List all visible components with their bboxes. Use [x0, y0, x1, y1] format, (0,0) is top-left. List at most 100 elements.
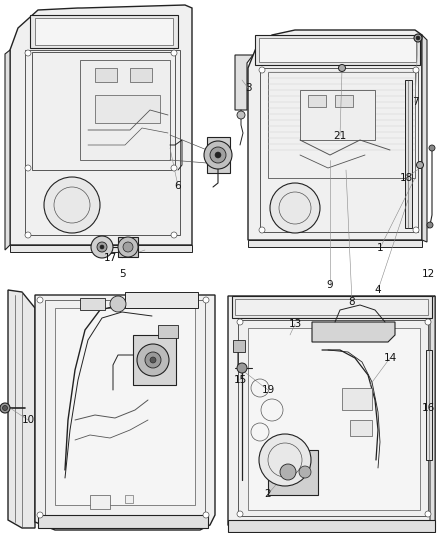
Circle shape: [259, 67, 265, 73]
Circle shape: [37, 297, 43, 303]
Circle shape: [25, 232, 31, 238]
Polygon shape: [133, 335, 176, 385]
Circle shape: [425, 319, 431, 325]
Polygon shape: [158, 325, 178, 338]
Text: 8: 8: [349, 297, 355, 307]
Circle shape: [429, 145, 435, 151]
Polygon shape: [30, 15, 178, 48]
Text: 4: 4: [374, 285, 381, 295]
Circle shape: [204, 141, 232, 169]
Text: 18: 18: [399, 173, 413, 183]
Circle shape: [137, 344, 169, 376]
Circle shape: [150, 357, 156, 363]
Text: 15: 15: [233, 375, 247, 385]
Circle shape: [237, 111, 245, 119]
Polygon shape: [55, 308, 195, 505]
Text: 1: 1: [377, 243, 383, 253]
Text: 19: 19: [261, 385, 275, 395]
Polygon shape: [5, 50, 10, 250]
Text: 2: 2: [265, 489, 271, 499]
Polygon shape: [235, 55, 253, 110]
Polygon shape: [228, 520, 435, 532]
Bar: [95, 95, 160, 123]
Circle shape: [417, 161, 424, 168]
Text: 17: 17: [103, 253, 117, 263]
Circle shape: [44, 177, 100, 233]
Text: 6: 6: [175, 181, 181, 191]
Polygon shape: [259, 38, 416, 62]
Circle shape: [259, 227, 265, 233]
Circle shape: [416, 36, 420, 40]
Circle shape: [203, 297, 209, 303]
Polygon shape: [232, 296, 432, 318]
Text: 5: 5: [119, 269, 125, 279]
Circle shape: [259, 434, 311, 486]
Text: 7: 7: [412, 97, 418, 107]
Bar: [125, 495, 133, 503]
Circle shape: [110, 296, 126, 312]
Circle shape: [414, 34, 422, 42]
Circle shape: [91, 236, 113, 258]
Text: 14: 14: [383, 353, 397, 363]
Polygon shape: [38, 515, 208, 528]
Circle shape: [100, 245, 104, 249]
Polygon shape: [422, 35, 427, 242]
Circle shape: [237, 511, 243, 517]
Circle shape: [171, 165, 177, 171]
Text: 9: 9: [327, 280, 333, 290]
Bar: [95, 68, 117, 82]
Circle shape: [237, 319, 243, 325]
Bar: [342, 388, 372, 410]
Polygon shape: [248, 30, 422, 240]
Bar: [308, 95, 326, 107]
Polygon shape: [35, 18, 173, 45]
Circle shape: [145, 352, 161, 368]
Circle shape: [339, 64, 346, 71]
Bar: [130, 68, 152, 82]
Circle shape: [203, 512, 209, 518]
Polygon shape: [80, 60, 170, 160]
Bar: [90, 495, 110, 509]
Circle shape: [280, 464, 296, 480]
Polygon shape: [125, 292, 198, 308]
Circle shape: [37, 512, 43, 518]
Polygon shape: [235, 299, 428, 315]
Circle shape: [97, 242, 107, 252]
Polygon shape: [35, 295, 215, 530]
Circle shape: [413, 227, 419, 233]
Polygon shape: [248, 240, 422, 247]
Polygon shape: [118, 237, 138, 257]
Polygon shape: [268, 450, 318, 495]
Polygon shape: [312, 322, 395, 342]
Bar: [350, 420, 372, 436]
Circle shape: [171, 232, 177, 238]
Text: 16: 16: [421, 403, 434, 413]
Circle shape: [25, 50, 31, 56]
Polygon shape: [10, 245, 192, 252]
Text: 13: 13: [288, 319, 302, 329]
Polygon shape: [80, 298, 105, 310]
Text: 10: 10: [21, 415, 35, 425]
Bar: [300, 90, 375, 140]
Circle shape: [3, 406, 7, 410]
Circle shape: [413, 67, 419, 73]
Circle shape: [0, 403, 10, 413]
Circle shape: [123, 242, 133, 252]
Polygon shape: [228, 296, 435, 532]
Polygon shape: [248, 328, 420, 510]
Polygon shape: [430, 296, 435, 525]
Circle shape: [425, 511, 431, 517]
Bar: [335, 95, 353, 107]
Circle shape: [171, 50, 177, 56]
Circle shape: [25, 165, 31, 171]
Circle shape: [299, 466, 311, 478]
Circle shape: [427, 222, 433, 228]
Polygon shape: [10, 5, 192, 245]
Circle shape: [215, 152, 221, 158]
Polygon shape: [255, 35, 420, 65]
Circle shape: [118, 237, 138, 257]
Text: 12: 12: [421, 269, 434, 279]
Polygon shape: [207, 137, 230, 173]
Polygon shape: [8, 290, 35, 528]
Circle shape: [237, 363, 247, 373]
